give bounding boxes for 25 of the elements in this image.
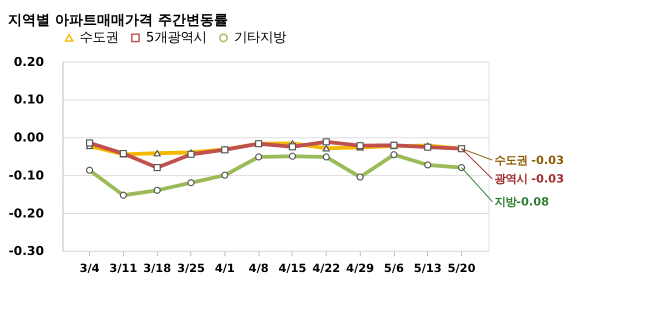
x-tick-label: 3/25 — [177, 261, 206, 276]
y-tick-label: -0.30 — [8, 244, 44, 258]
x-tick-label: 3/11 — [109, 261, 138, 276]
legend-label: 기타지방 — [234, 30, 286, 46]
y-tick-label: 0.10 — [14, 92, 44, 107]
x-tick-label: 4/8 — [248, 261, 269, 276]
legend-label: 수도권 — [80, 30, 119, 46]
y-tick-label: -0.10 — [8, 168, 44, 182]
y-tick-label: 0.00 — [14, 130, 44, 145]
x-tick-label: 5/6 — [384, 261, 404, 276]
x-tick-label: 5/13 — [414, 261, 442, 276]
x-tick-label: 4/1 — [214, 261, 235, 276]
x-tick-label: 4/15 — [278, 261, 306, 276]
x-tick-label: 5/20 — [448, 261, 476, 276]
x-tick-label: 3/18 — [143, 261, 172, 276]
x-tick-label: 3/4 — [80, 261, 100, 276]
chart-title: 지역별 아파트매매가격 주간변동률 — [8, 12, 228, 29]
y-tick-label: -0.20 — [8, 206, 44, 220]
x-tick-label: 4/29 — [346, 261, 374, 276]
annotation: 지방-0.08 — [493, 194, 550, 208]
legend-label: 5개광역시 — [146, 30, 206, 46]
annotation: 수도권 -0.03 — [494, 152, 564, 167]
x-tick-label: 4/22 — [312, 261, 340, 276]
y-tick-label: 0.20 — [14, 54, 44, 69]
annotation: 광역시 -0.03 — [494, 172, 564, 186]
